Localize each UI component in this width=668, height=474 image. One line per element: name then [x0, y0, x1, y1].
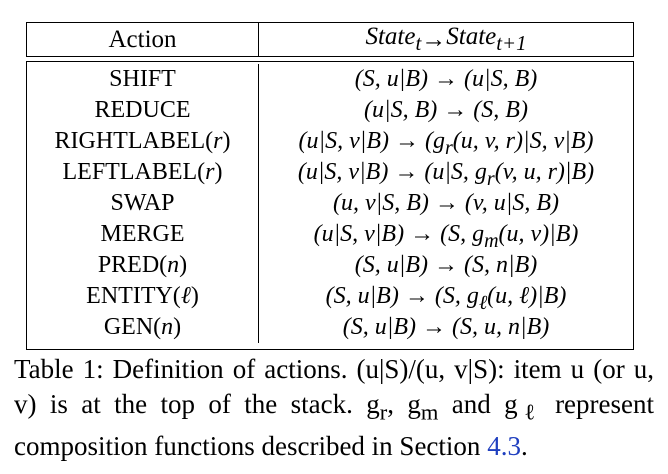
table-row: REDUCE (u|S, B) → (S, B) — [27, 95, 633, 126]
action-cell: LEFTLABEL(r) — [27, 157, 259, 188]
action-cell: GEN(n) — [27, 312, 259, 343]
header-state-transition: Statet → Statet+1 — [365, 23, 527, 55]
table-row: MERGE (u|S, v|B) → (S, gm(u, v)|B) — [27, 219, 633, 252]
transition-cell: (u, v|S, B) → (v, u|S, B) — [332, 190, 559, 216]
table-caption: Table 1: Definition of actions. (u|S)/(u… — [14, 354, 655, 462]
action-cell: REDUCE — [27, 95, 259, 126]
table-row: LEFTLABEL(r) (u|S, v|B) → (u|S, gr(v, u, … — [27, 157, 633, 190]
transition-cell: (S, u|B) → (S, u, n|B) — [342, 314, 550, 340]
action-cell: SWAP — [27, 188, 259, 219]
action-cell: ENTITY(ℓ) — [27, 281, 259, 312]
table-row: ENTITY(ℓ) (S, u|B) → (S, gℓ(u, ℓ)|B) — [27, 281, 633, 314]
transition-cell: (S, u|B) → (S, n|B) — [354, 252, 538, 278]
header-action: Action — [27, 23, 259, 56]
transition-cell: (u|S, v|B) → (gr(u, v, r)|S, v|B) — [298, 128, 594, 159]
action-cell: MERGE — [27, 219, 259, 250]
transition-cell: (S, u|B) → (u|S, B) — [354, 66, 538, 92]
actions-table: Action Statet → Statet+1 SHIFT (S, u|B) →… — [26, 22, 634, 350]
transition-cell: (u|S, B) → (S, B) — [364, 97, 528, 123]
table-header-row: Action Statet → Statet+1 — [26, 22, 634, 57]
table-row: SHIFT (S, u|B) → (u|S, B) — [27, 64, 633, 95]
action-cell: RIGHTLABEL(r) — [27, 126, 259, 157]
transition-cell: (S, u|B) → (S, gℓ(u, ℓ)|B) — [325, 283, 567, 314]
action-cell: PRED(n) — [27, 250, 259, 281]
action-cell: SHIFT — [27, 64, 259, 95]
table-row: PRED(n) (S, u|B) → (S, n|B) — [27, 250, 633, 281]
table-row: GEN(n) (S, u|B) → (S, u, n|B) — [27, 312, 633, 343]
table-body: SHIFT (S, u|B) → (u|S, B) REDUCE (u|S, B) →… — [26, 61, 634, 350]
transition-cell: (u|S, v|B) → (S, gm(u, v)|B) — [313, 221, 579, 252]
section-link[interactable]: 4.3 — [487, 431, 521, 462]
transition-cell: (u|S, v|B) → (u|S, gr(v, u, r)|B) — [297, 159, 595, 190]
table-row: SWAP (u, v|S, B) → (v, u|S, B) — [27, 188, 633, 219]
table-row: RIGHTLABEL(r) (u|S, v|B) → (gr(u, v, r)|S… — [27, 126, 633, 159]
